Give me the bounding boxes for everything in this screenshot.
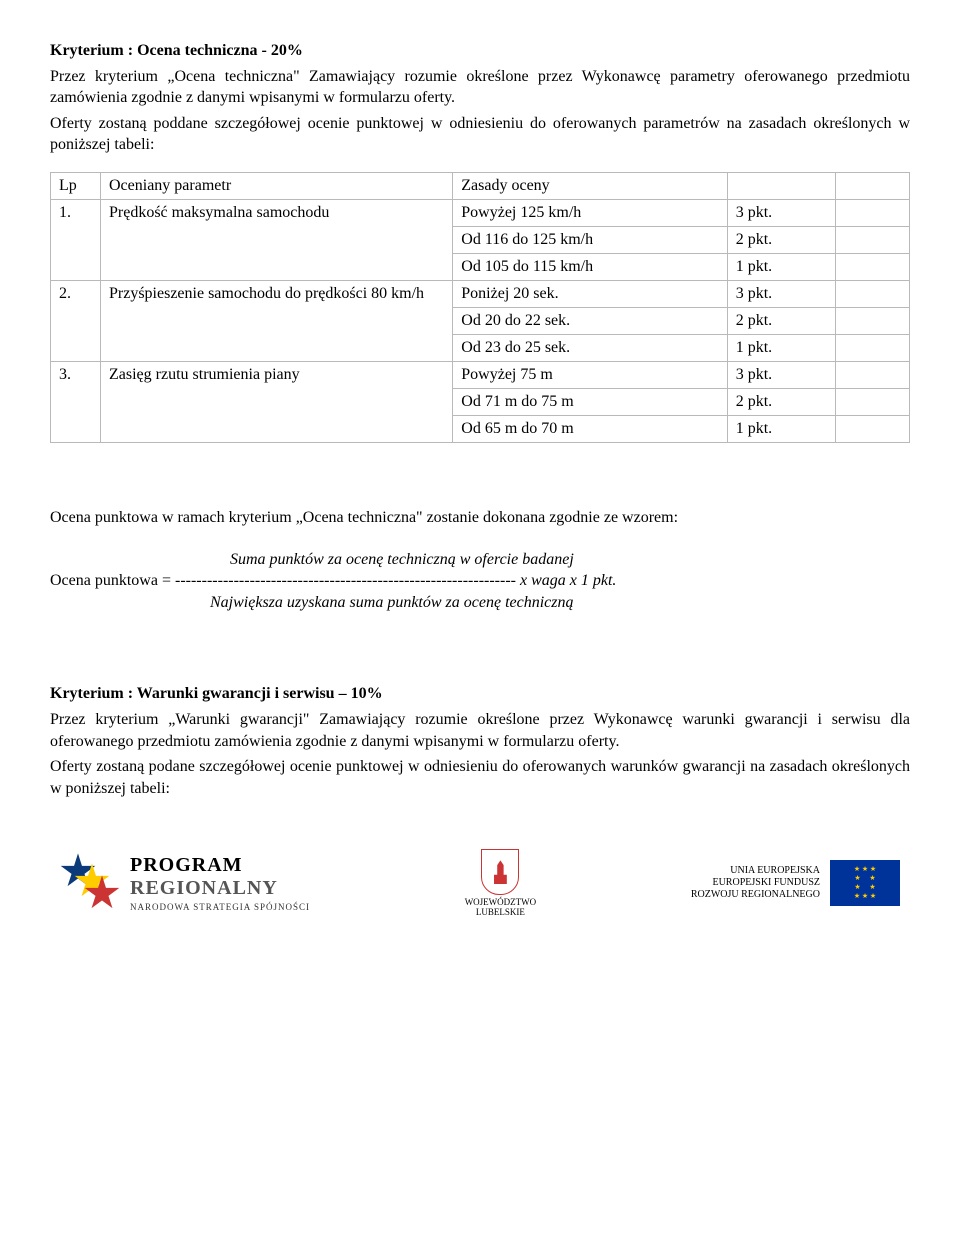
eu-line1: UNIA EUROPEJSKA (691, 865, 820, 877)
star-icon (60, 853, 120, 913)
cell-rule: Od 65 m do 70 m (453, 415, 727, 442)
th-param: Oceniany parametr (101, 172, 453, 199)
th-blank (835, 172, 909, 199)
program-line3: NARODOWA STRATEGIA SPÓJNOŚCI (130, 902, 310, 912)
cell-blank (835, 253, 909, 280)
formula-dashes: ----------------------------------------… (175, 572, 516, 589)
cell-rule: Od 105 do 115 km/h (453, 253, 727, 280)
eu-line3: ROZWOJU REGIONALNEGO (691, 889, 820, 901)
section1-para1: Przez kryterium „Ocena techniczna" Zamaw… (50, 66, 910, 109)
cell-pts: 3 pkt. (727, 280, 835, 307)
table-row: 1. Prędkość maksymalna samochodu Powyżej… (51, 199, 910, 226)
cell-blank (835, 415, 909, 442)
logo-wojewodztwo: WOJEWÓDZTWO LUBELSKIE (465, 849, 536, 917)
cell-rule: Od 71 m do 75 m (453, 388, 727, 415)
table-header-row: Lp Oceniany parametr Zasady oceny (51, 172, 910, 199)
cell-lp: 2. (51, 280, 101, 361)
footer-logos: PROGRAM REGIONALNY NARODOWA STRATEGIA SP… (50, 849, 910, 917)
cell-rule: Powyżej 75 m (453, 361, 727, 388)
th-rule: Zasady oceny (453, 172, 727, 199)
section1-para2: Oferty zostaną poddane szczegółowej ocen… (50, 113, 910, 156)
cell-blank (835, 388, 909, 415)
formula-right: x waga x 1 pkt. (516, 572, 616, 589)
section3-para1: Przez kryterium „Warunki gwarancji" Zama… (50, 709, 910, 752)
section3-heading: Kryterium : Warunki gwarancji i serwisu … (50, 683, 910, 705)
cell-pts: 3 pkt. (727, 361, 835, 388)
section1-heading: Kryterium : Ocena techniczna - 20% (50, 40, 910, 62)
cell-blank (835, 280, 909, 307)
cell-blank (835, 334, 909, 361)
eu-line2: EUROPEJSKI FUNDUSZ (691, 877, 820, 889)
cell-pts: 1 pkt. (727, 334, 835, 361)
th-lp: Lp (51, 172, 101, 199)
cell-param: Zasięg rzutu strumienia piany (101, 361, 453, 442)
cell-blank (835, 226, 909, 253)
formula-denominator: Największa uzyskana suma punktów za ocen… (50, 592, 910, 614)
th-pts (727, 172, 835, 199)
program-line1: PROGRAM (130, 854, 310, 877)
shield-icon (481, 849, 519, 895)
cell-rule: Od 20 do 22 sek. (453, 307, 727, 334)
cell-pts: 1 pkt. (727, 253, 835, 280)
formula-numerator: Suma punktów za ocenę techniczną w oferc… (50, 549, 910, 571)
cell-pts: 3 pkt. (727, 199, 835, 226)
cell-blank (835, 199, 909, 226)
formula-block: Suma punktów za ocenę techniczną w oferc… (50, 549, 910, 614)
cell-rule: Powyżej 125 km/h (453, 199, 727, 226)
table-row: 3. Zasięg rzutu strumienia piany Powyżej… (51, 361, 910, 388)
cell-lp: 3. (51, 361, 101, 442)
section2-para1: Ocena punktowa w ramach kryterium „Ocena… (50, 507, 910, 529)
cell-pts: 1 pkt. (727, 415, 835, 442)
woj-line1: WOJEWÓDZTWO (465, 897, 536, 907)
cell-param: Prędkość maksymalna samochodu (101, 199, 453, 280)
table-row: 2. Przyśpieszenie samochodu do prędkości… (51, 280, 910, 307)
eu-flag-icon (830, 860, 900, 906)
cell-blank (835, 307, 909, 334)
logo-eu: UNIA EUROPEJSKA EUROPEJSKI FUNDUSZ ROZWO… (691, 860, 900, 906)
cell-rule: Od 23 do 25 sek. (453, 334, 727, 361)
section3-para2: Oferty zostaną podane szczegółowej oceni… (50, 756, 910, 799)
program-line2: REGIONALNY (130, 877, 310, 900)
cell-lp: 1. (51, 199, 101, 280)
cell-pts: 2 pkt. (727, 388, 835, 415)
cell-pts: 2 pkt. (727, 307, 835, 334)
formula-main: Ocena punktowa = -----------------------… (50, 570, 910, 592)
cell-blank (835, 361, 909, 388)
criteria-table: Lp Oceniany parametr Zasady oceny 1. Prę… (50, 172, 910, 443)
formula-label: Ocena punktowa = (50, 572, 175, 589)
logo-program-regionalny: PROGRAM REGIONALNY NARODOWA STRATEGIA SP… (60, 853, 310, 913)
cell-pts: 2 pkt. (727, 226, 835, 253)
cell-rule: Od 116 do 125 km/h (453, 226, 727, 253)
cell-rule: Poniżej 20 sek. (453, 280, 727, 307)
cell-param: Przyśpieszenie samochodu do prędkości 80… (101, 280, 453, 361)
woj-line2: LUBELSKIE (465, 907, 536, 917)
